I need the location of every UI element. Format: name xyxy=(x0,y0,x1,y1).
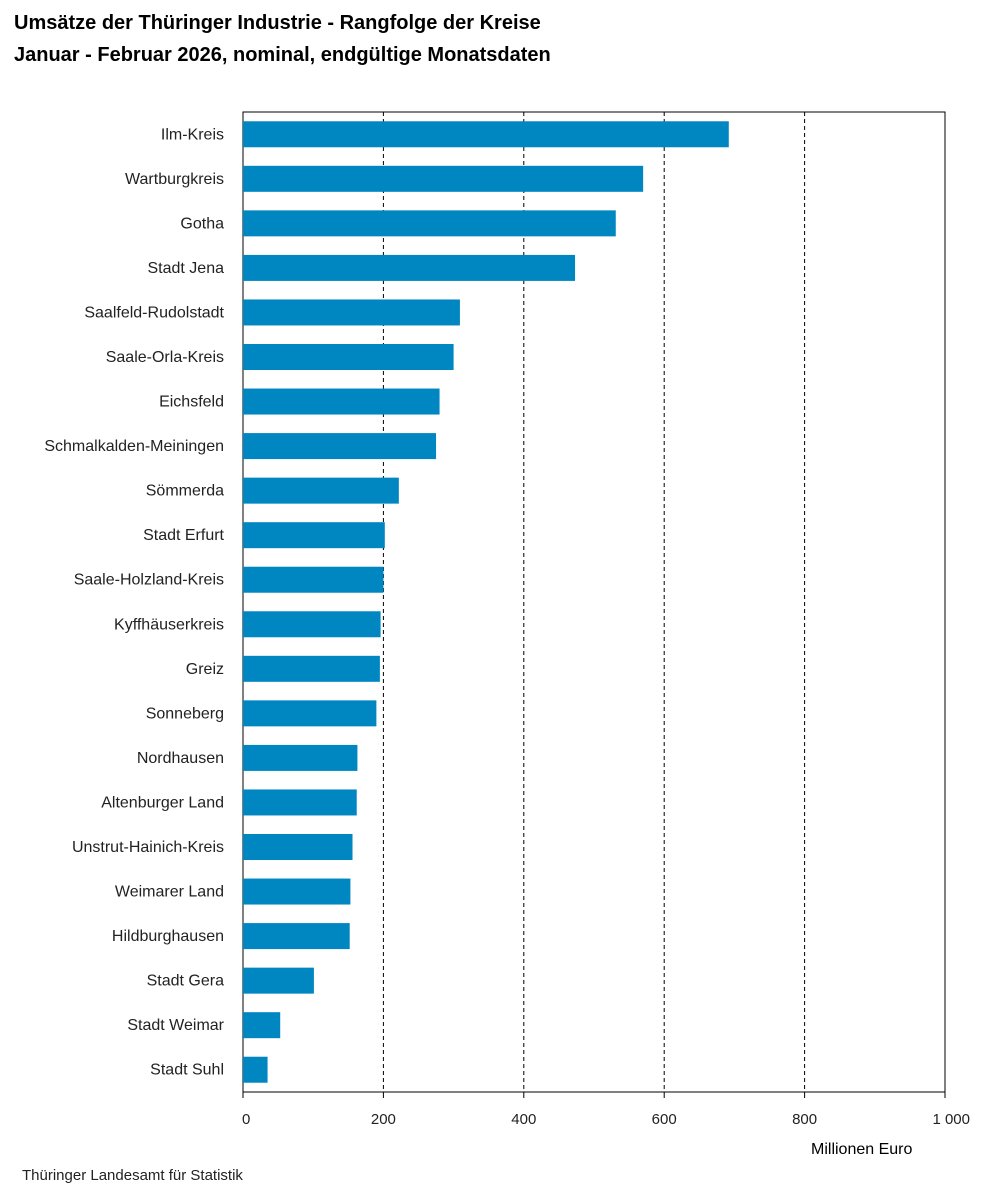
category-label: Hildburghausen xyxy=(112,928,224,945)
plot-frame xyxy=(242,111,946,1093)
bar xyxy=(243,388,440,415)
source-note: Thüringer Landesamt für Statistik xyxy=(22,1167,243,1184)
bar xyxy=(243,878,351,905)
bar xyxy=(243,834,353,860)
bar xyxy=(243,611,381,638)
category-label: Gotha xyxy=(180,215,224,232)
x-tick-label: 1 000 xyxy=(932,1111,970,1128)
category-label: Nordhausen xyxy=(137,750,224,767)
category-label: Weimarer Land xyxy=(115,884,224,901)
category-label: Schmalkalden-Meiningen xyxy=(44,438,224,455)
x-tick-label: 600 xyxy=(652,1111,677,1128)
category-label: Sonneberg xyxy=(146,705,224,722)
bar xyxy=(243,1056,268,1083)
bar xyxy=(243,121,729,148)
bar xyxy=(243,566,384,593)
category-label: Unstrut-Hainich-Kreis xyxy=(72,839,224,856)
bar xyxy=(243,700,377,727)
category-label: Altenburger Land xyxy=(101,794,224,811)
bar xyxy=(243,477,399,504)
bar xyxy=(243,165,644,192)
bar xyxy=(243,433,437,460)
category-label: Eichsfeld xyxy=(159,394,224,411)
bar xyxy=(243,299,460,326)
x-tick-label: 0 xyxy=(242,1111,250,1128)
category-label: Stadt Suhl xyxy=(150,1062,224,1079)
category-label: Stadt Gera xyxy=(147,973,224,990)
category-label: Saale-Orla-Kreis xyxy=(106,349,224,366)
bar xyxy=(243,789,357,816)
bar xyxy=(243,655,380,682)
category-label: Wartburgkreis xyxy=(125,171,224,188)
bar xyxy=(243,744,358,771)
bar xyxy=(243,210,616,237)
bar xyxy=(243,344,454,370)
category-label: Ilm-Kreis xyxy=(161,126,224,143)
x-tick-label: 800 xyxy=(792,1111,817,1128)
category-label: Kyffhäuserkreis xyxy=(114,616,224,633)
x-axis-title: Millionen Euro xyxy=(811,1141,913,1158)
bar xyxy=(243,254,576,281)
category-label: Sömmerda xyxy=(146,483,224,500)
chart-title: Umsätze der Thüringer Industrie - Rangfo… xyxy=(14,12,541,34)
chart-subtitle: Januar - Februar 2026, nominal, endgülti… xyxy=(14,44,551,66)
category-label: Saalfeld-Rudolstadt xyxy=(84,304,224,321)
bar xyxy=(243,522,385,549)
category-label: Stadt Weimar xyxy=(127,1017,224,1034)
bar xyxy=(243,1012,281,1039)
bar xyxy=(243,923,350,950)
bar xyxy=(243,967,314,994)
category-label: Stadt Erfurt xyxy=(143,527,224,544)
x-tick-label: 200 xyxy=(371,1111,396,1128)
category-label: Stadt Jena xyxy=(148,260,225,277)
category-label: Saale-Holzland-Kreis xyxy=(74,572,224,589)
category-label: Greiz xyxy=(186,661,224,678)
x-tick-label: 400 xyxy=(511,1111,536,1128)
